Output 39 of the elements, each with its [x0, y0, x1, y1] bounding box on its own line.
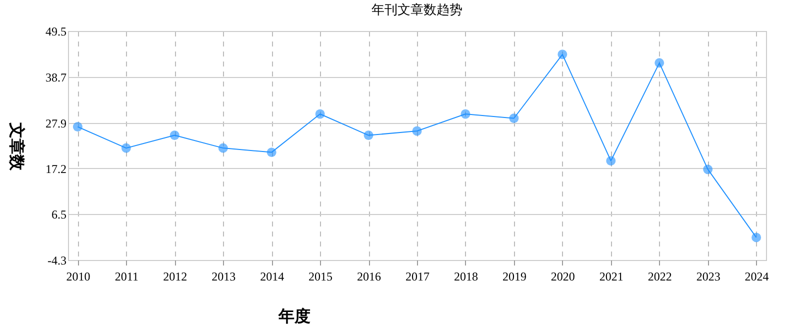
x-tick-label: 2015 — [308, 270, 333, 284]
chart-title: 年刊文章数趋势 — [372, 2, 462, 17]
x-tick-label: 2010 — [66, 270, 90, 284]
x-tick-label: 2023 — [696, 270, 720, 284]
point — [218, 143, 228, 153]
x-tick-label: 2024 — [744, 270, 769, 284]
point — [606, 156, 616, 166]
x-tick-label: 2012 — [163, 270, 188, 284]
point — [654, 58, 664, 68]
y-tick-label: 38.7 — [46, 70, 66, 84]
y-tick-label: -4.3 — [48, 254, 66, 268]
x-tick-label: 2018 — [454, 270, 478, 284]
y-tick-label: 17.2 — [46, 162, 66, 176]
point — [121, 143, 131, 153]
x-tick-label: 2021 — [599, 270, 624, 284]
y-axis-title: 文章数 — [8, 122, 26, 172]
x-tick-label: 2013 — [212, 270, 236, 284]
y-tick-label: 6.5 — [52, 208, 66, 222]
point — [558, 50, 568, 60]
point — [509, 114, 519, 123]
point — [72, 122, 82, 132]
y-tick-label: 27.9 — [46, 116, 66, 130]
point — [460, 109, 470, 119]
point — [315, 109, 325, 119]
y-tick-label: 49.5 — [46, 24, 66, 38]
x-tick-label: 2022 — [648, 270, 672, 284]
point — [412, 126, 422, 136]
point — [266, 148, 276, 158]
x-tick-label: 2017 — [406, 270, 430, 284]
x-axis-title: 年度 — [278, 306, 310, 326]
x-tick-label: 2019 — [502, 270, 526, 284]
point — [364, 130, 374, 140]
point — [752, 232, 762, 242]
x-tick-label: 2014 — [260, 270, 284, 284]
point — [703, 164, 713, 174]
x-tick-label: 2011 — [114, 270, 138, 284]
point — [170, 130, 180, 140]
x-tick-label: 2016 — [357, 270, 382, 284]
x-tick-label: 2020 — [550, 270, 575, 284]
